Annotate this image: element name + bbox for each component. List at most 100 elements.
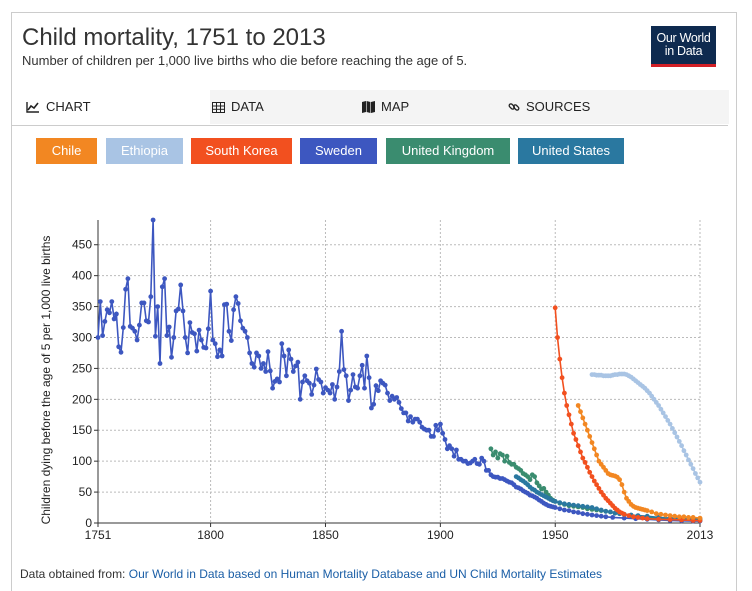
- data-point-sweden: [286, 347, 292, 353]
- x-tick-label: 1850: [312, 528, 339, 542]
- chip-united-kingdom[interactable]: United Kingdom: [386, 138, 510, 164]
- data-point-sweden: [176, 306, 181, 312]
- data-point-united-states: [552, 499, 558, 504]
- data-point-sweden: [270, 385, 275, 391]
- data-point-sweden: [330, 382, 335, 387]
- source-link[interactable]: Our World in Data based on Human Mortali…: [128, 567, 603, 581]
- chart-axes: 0 50 100 150 200 250 300 350 400 450 1751 1800 1850 1…: [72, 220, 714, 542]
- chip-sweden[interactable]: Sweden: [300, 138, 377, 164]
- data-point-sweden: [610, 515, 616, 520]
- data-point-united-kingdom: [500, 452, 505, 458]
- tab-map[interactable]: MAP: [362, 90, 502, 124]
- data-point-sweden: [385, 390, 390, 396]
- page-title: Child mortality, 1751 to 2013: [22, 24, 326, 51]
- data-point-united-states: [608, 509, 613, 515]
- data-point-sweden: [348, 387, 354, 393]
- data-point-sweden: [290, 369, 296, 374]
- tab-sources[interactable]: SOURCES: [508, 90, 648, 124]
- data-point-sweden: [249, 361, 255, 366]
- data-point-united-states: [571, 502, 576, 508]
- data-point-sweden: [97, 299, 103, 304]
- x-tick-label: 2013: [687, 528, 714, 542]
- data-point-ethiopia: [683, 452, 689, 458]
- owid-logo[interactable]: Our World in Data: [651, 26, 716, 67]
- data-point-sweden: [233, 294, 239, 300]
- chip-ethiopia[interactable]: Ethiopia: [106, 138, 183, 164]
- data-point-ethiopia: [690, 466, 696, 471]
- data-point-sweden: [226, 328, 232, 334]
- data-point-sweden: [171, 335, 177, 340]
- data-point-sweden: [164, 333, 170, 338]
- data-point-sweden: [318, 379, 324, 385]
- data-point-sweden: [417, 419, 423, 425]
- data-point-sweden: [95, 335, 101, 340]
- data-point-sweden: [180, 308, 186, 314]
- data-point-south-korea: [573, 437, 579, 442]
- data-point-south-korea: [585, 464, 590, 470]
- data-point-ethiopia: [676, 439, 682, 444]
- tab-chart-label: CHART: [46, 99, 91, 114]
- data-point-ethiopia: [660, 410, 666, 416]
- data-point-sweden: [375, 388, 381, 394]
- data-point-sweden: [433, 422, 439, 428]
- data-point-sweden: [153, 333, 158, 339]
- data-point-sweden: [194, 348, 200, 354]
- data-point-sweden: [251, 364, 257, 370]
- chip-south-korea[interactable]: South Korea: [191, 138, 292, 164]
- data-point-sweden: [217, 347, 223, 353]
- data-point-united-states: [589, 505, 595, 510]
- data-point-south-korea: [582, 460, 588, 465]
- data-point-sweden: [371, 401, 377, 407]
- data-point-chile: [587, 434, 593, 439]
- data-point-sweden: [394, 395, 400, 400]
- data-point-sweden: [426, 427, 432, 433]
- data-point-ethiopia: [667, 421, 673, 427]
- x-tick-label: 1900: [427, 528, 454, 542]
- data-point-sweden: [387, 398, 393, 403]
- data-point-united-kingdom: [488, 446, 494, 452]
- data-point-chile: [575, 403, 581, 408]
- data-point-ethiopia: [658, 406, 664, 412]
- data-point-sweden: [403, 410, 409, 416]
- data-point-sweden: [166, 324, 172, 330]
- data-point-sweden: [245, 335, 250, 340]
- data-point-chile: [697, 515, 703, 521]
- data-point-chile: [658, 511, 664, 517]
- chip-united-states[interactable]: United States: [518, 138, 624, 164]
- data-point-sweden: [339, 328, 344, 334]
- data-point-south-korea: [552, 305, 558, 311]
- data-point-south-korea: [656, 516, 661, 522]
- data-point-sweden: [293, 363, 298, 369]
- data-point-united-kingdom: [493, 449, 498, 455]
- data-point-sweden: [155, 304, 161, 309]
- tab-data[interactable]: DATA: [212, 90, 352, 124]
- data-point-sweden: [205, 326, 211, 332]
- data-point-south-korea: [591, 478, 597, 484]
- data-point-sweden: [552, 505, 558, 510]
- data-point-sweden: [362, 385, 367, 391]
- data-point-sweden: [355, 385, 360, 391]
- data-point-sweden: [398, 406, 404, 411]
- chip-united-kingdom-label: United Kingdom: [401, 143, 495, 158]
- data-point-sweden: [313, 366, 319, 372]
- data-point-sweden: [408, 414, 413, 419]
- data-point-ethiopia: [697, 479, 703, 485]
- data-point-sweden: [120, 325, 126, 330]
- data-point-sweden: [562, 507, 567, 513]
- data-point-sweden: [477, 461, 482, 467]
- data-point-ethiopia: [656, 403, 661, 408]
- data-point-south-korea: [635, 515, 641, 520]
- data-point-sweden: [210, 337, 216, 343]
- chip-chile[interactable]: Chile: [36, 138, 97, 164]
- tab-data-label: DATA: [231, 99, 264, 114]
- footer-source: Data obtained from: Our World in Data ba…: [20, 567, 602, 581]
- y-tick-label: 100: [72, 454, 92, 468]
- data-point-united-states: [562, 501, 567, 507]
- tab-chart[interactable]: CHART: [12, 90, 210, 124]
- y-tick-label: 350: [72, 300, 92, 314]
- data-point-sweden: [157, 361, 163, 366]
- data-point-south-korea: [644, 516, 650, 522]
- data-point-sweden: [256, 353, 262, 359]
- data-point-sweden: [111, 316, 117, 322]
